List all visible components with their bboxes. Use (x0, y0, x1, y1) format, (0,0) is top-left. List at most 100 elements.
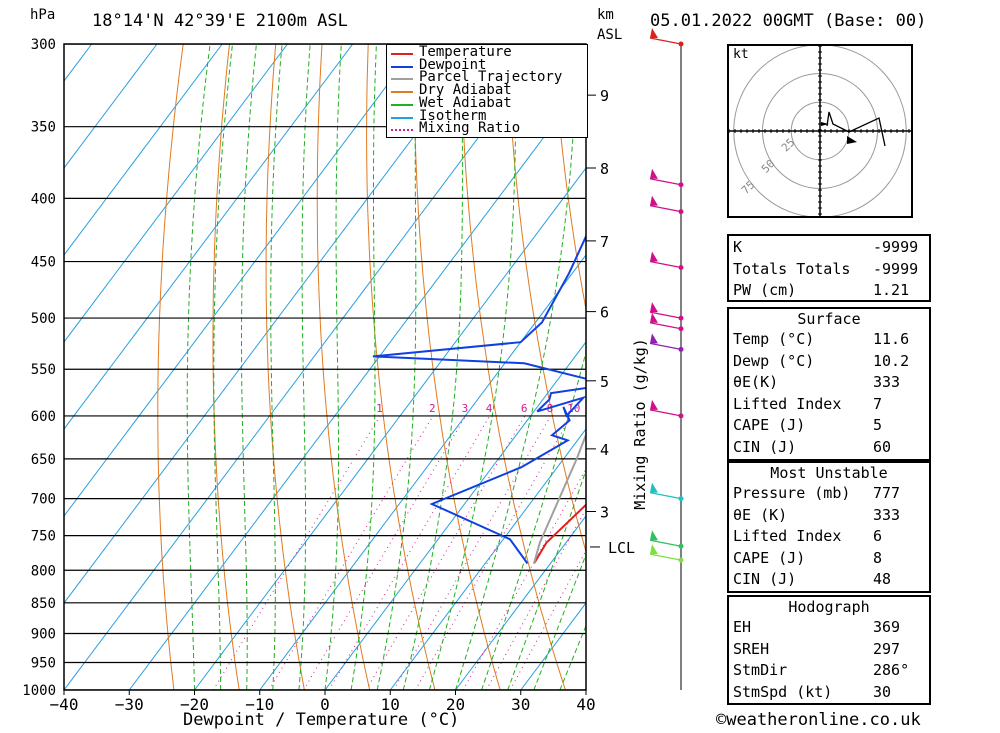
most-unstable-key: Pressure (mb) (733, 484, 851, 502)
wind-barb-flag (650, 28, 658, 38)
temperature-tick-label: 10 (381, 695, 400, 714)
height-km-label: 6 (600, 304, 609, 322)
hodograph-stat-key: StmDir (733, 661, 788, 679)
mixing-ratio-label: 6 (521, 402, 528, 415)
most-unstable-row: θE (K) 333 (733, 505, 925, 526)
hodograph-ring-label: 50 (759, 157, 778, 176)
surface-key: CIN (J) (733, 437, 797, 456)
wind-barb-flag (650, 482, 658, 493)
index-key: PW (cm) (733, 281, 797, 299)
storm-motion-arrow (821, 122, 829, 126)
surface-key: Temp (°C) (733, 330, 815, 348)
legend-label: Parcel Trajectory (419, 69, 563, 86)
pressure-tick-label: 800 (31, 563, 56, 579)
pressure-tick-label: 1000 (22, 683, 56, 699)
pressure-tick-label: 950 (31, 655, 56, 671)
surface-panel: Surface Temp (°C) 11.6 Dewp (°C) 10.2 θE(K) 3… (727, 307, 931, 461)
legend-swatch (391, 65, 413, 68)
legend-label: Dry Adiabat (419, 82, 512, 99)
wind-barb-staff (649, 37, 682, 45)
most-unstable-value: 6 (873, 527, 883, 545)
index-row: PW (cm) 1.21 (733, 280, 925, 301)
wet-adiabat-line (298, 44, 311, 690)
wet-adiabat-line (213, 44, 233, 690)
wind-barb-flag (650, 168, 658, 179)
isotherm-line (259, 254, 586, 690)
isotherm-line (0, 44, 27, 690)
pressure-tick-label: 450 (31, 255, 56, 271)
legend-swatch (391, 129, 413, 132)
temperature-tick-label: −40 (50, 695, 79, 714)
hodograph-unit: kt (733, 47, 749, 62)
wet-adiabat-line (186, 44, 211, 690)
legend: Temperature Dewpoint Parcel Trajectory Dry … (386, 44, 588, 138)
pressure-tick-label: 500 (31, 311, 56, 327)
surface-title: Surface (797, 310, 861, 328)
pressure-tick-label: 750 (31, 529, 56, 545)
legend-label: Isotherm (419, 107, 487, 124)
surface-row: Temp (°C) 11.6 (733, 329, 925, 350)
wet-adiabat-line (241, 44, 257, 690)
legend-item: Dewpoint (391, 56, 581, 73)
surface-value: 11.6 (873, 330, 910, 348)
pressure-tick-label: 550 (31, 362, 56, 378)
isotherm-line (455, 515, 586, 690)
hodograph-stat-row: EH 369 (733, 617, 925, 638)
legend-swatch (391, 91, 413, 94)
wet-adiabat-line (428, 44, 517, 690)
most-unstable-row: CIN (J) 48 (733, 569, 925, 590)
temperature-tick-label: 30 (511, 695, 530, 714)
most-unstable-key: CAPE (J) (733, 548, 806, 567)
most-unstable-row: CAPE (J) 8 (733, 548, 925, 569)
datetime-label: 05.01.2022 00GMT (Base: 00) (650, 11, 927, 31)
indices-panel: K -9999 Totals Totals -9999 PW (cm) 1.21 (727, 234, 931, 302)
isotherm-line (64, 44, 158, 169)
pressure-tick-label: 900 (31, 626, 56, 642)
isotherm-line (194, 167, 586, 690)
legend-swatch (391, 53, 413, 55)
mixing-ratio-label: 1 (376, 402, 383, 415)
mixing-ratio-label: 4 (486, 402, 493, 415)
surface-key: θE(K) (733, 373, 779, 391)
hodograph-trace (826, 111, 886, 147)
temperature-tick-label: −10 (245, 695, 274, 714)
surface-row: CIN (J) 60 (733, 437, 925, 458)
hodograph-stat-key: EH (733, 618, 752, 636)
index-row: K -9999 (733, 237, 925, 258)
surface-value: 333 (873, 373, 901, 391)
most-unstable-panel: Most Unstable Pressure (mb) 777 θE (K) 333 L… (727, 461, 931, 593)
wind-barb-flag (650, 195, 658, 206)
wind-barb-staff (649, 322, 682, 330)
legend-swatch (391, 78, 413, 81)
temperature-tick-label: 20 (446, 695, 465, 714)
dry-adiabat-line (552, 44, 586, 312)
wind-barb-staff (649, 491, 682, 500)
pressure-tick-label: 700 (31, 492, 56, 508)
most-unstable-row: Pressure (mb) 777 (733, 483, 925, 504)
wet-adiabat-line (350, 44, 377, 690)
legend-item: Temperature (391, 45, 581, 60)
wind-barb-staff (649, 260, 682, 269)
dry-adiabat-line (212, 44, 240, 690)
location-title: 18°14'N 42°39'E 2100m ASL (92, 11, 348, 31)
wind-barb-staff (649, 539, 682, 547)
mixing-ratio-line (303, 415, 467, 690)
pressure-tick-label: 850 (31, 596, 56, 612)
legend-item: Wet Adiabat (391, 95, 581, 111)
most-unstable-value: 48 (873, 570, 892, 588)
height-km-label: 7 (600, 233, 609, 251)
mixing-ratio-label: 2 (429, 402, 436, 415)
km-label: km (597, 7, 614, 23)
most-unstable-key: CIN (J) (733, 570, 797, 588)
copyright: ©weatheronline.co.uk (716, 710, 921, 730)
legend-label: Dewpoint (419, 56, 487, 73)
hodograph-stat-row: StmDir 286° (733, 660, 925, 681)
isotherm-line (64, 44, 419, 517)
hodograph-stat-value: 369 (873, 618, 901, 636)
index-value: 1.21 (873, 281, 910, 299)
most-unstable-key: Lifted Index (733, 527, 842, 545)
mixing-ratio-label: 16 (612, 402, 625, 415)
surface-row: CAPE (J) 5 (733, 415, 925, 436)
legend-swatch (391, 103, 413, 106)
